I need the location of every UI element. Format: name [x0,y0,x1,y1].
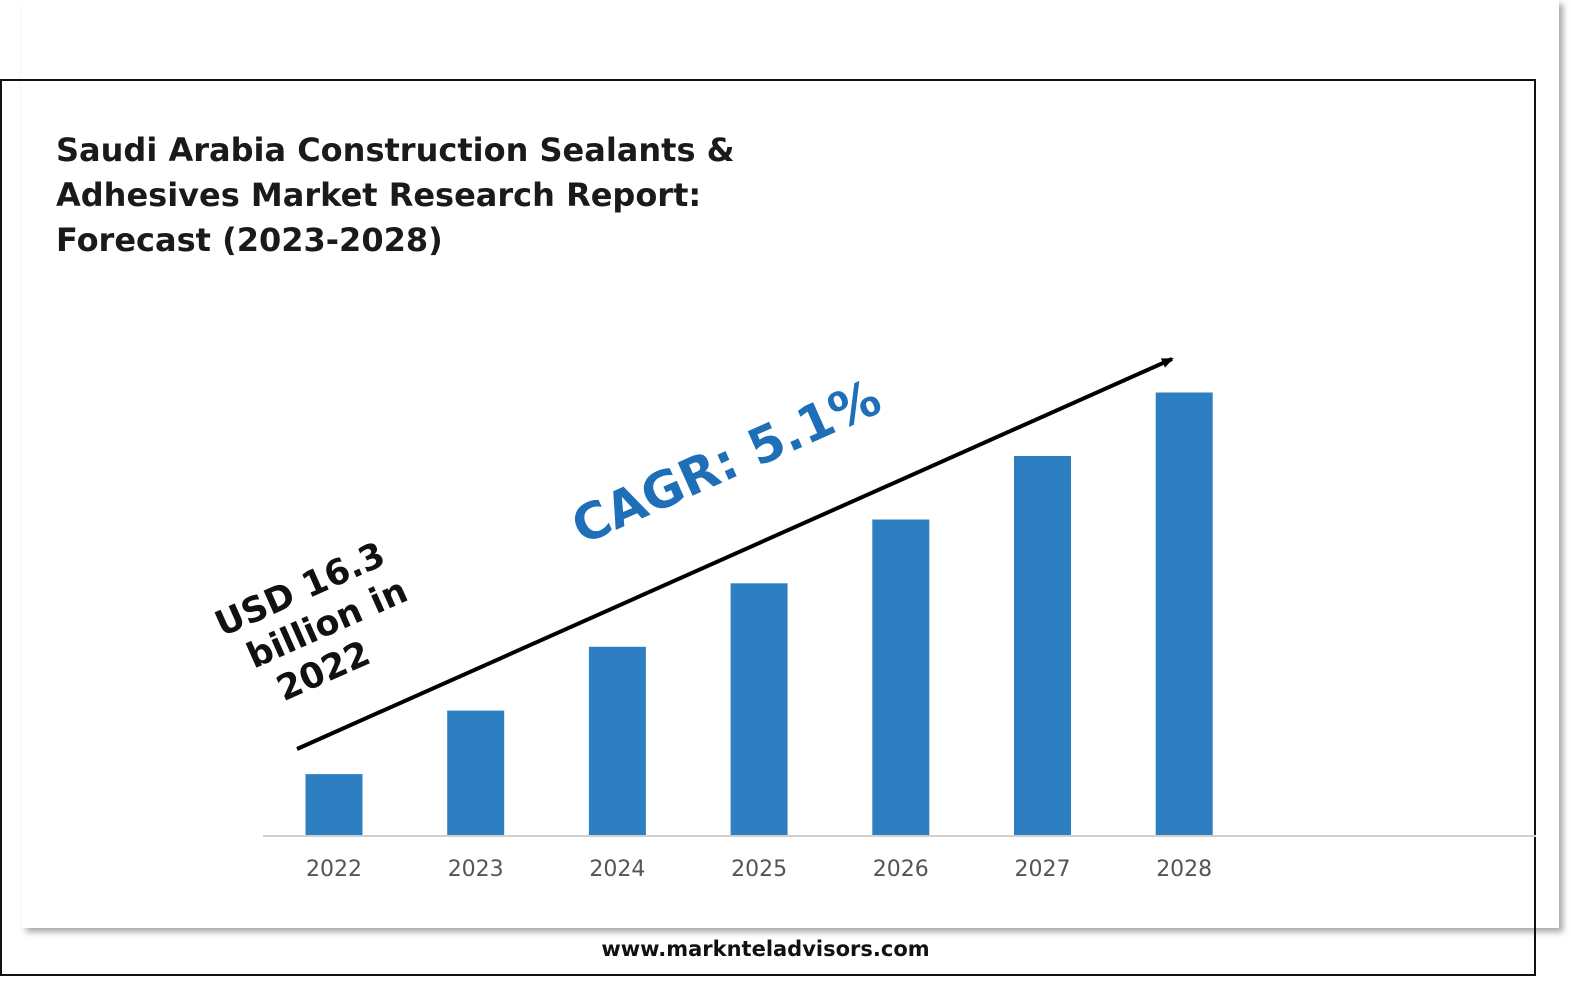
x-tick-label-2028: 2028 [1156,857,1212,882]
chart-title-line: Adhesives Market Research Report: [56,176,702,214]
chart-card [22,0,1559,928]
chart-title-line: Forecast (2023-2028) [56,221,443,259]
x-tick-label-2024: 2024 [589,857,645,882]
x-tick-labels: 2022 2023 2024 2025 2026 2027 2028 [306,857,1212,882]
x-tick-label-2025: 2025 [731,857,787,882]
x-tick-label-2023: 2023 [448,857,504,882]
bar-2024 [588,646,646,836]
bar-2027 [1014,456,1071,836]
x-tick-label-2022: 2022 [306,857,362,882]
bar-2028 [1155,392,1213,836]
bar-2026 [872,519,930,836]
footer-url: www.marknteladvisors.com [601,937,930,961]
x-tick-label-2026: 2026 [873,857,929,882]
chart-frame [0,79,1536,976]
base-value-annotation: USD 16.3 billion in 2022 [209,535,413,710]
bar-2023 [447,710,505,836]
bar-2025 [730,583,788,836]
cagr-annotation: CAGR: 5.1% [563,368,889,556]
chart-title: Saudi Arabia Construction Sealants & Adh… [56,128,776,263]
x-tick-label-2027: 2027 [1015,857,1071,882]
chart-title-line: Saudi Arabia Construction Sealants & [56,131,735,169]
bars-layer [305,392,1213,836]
bar-2022 [305,774,363,836]
trend-arrow [296,357,1174,751]
